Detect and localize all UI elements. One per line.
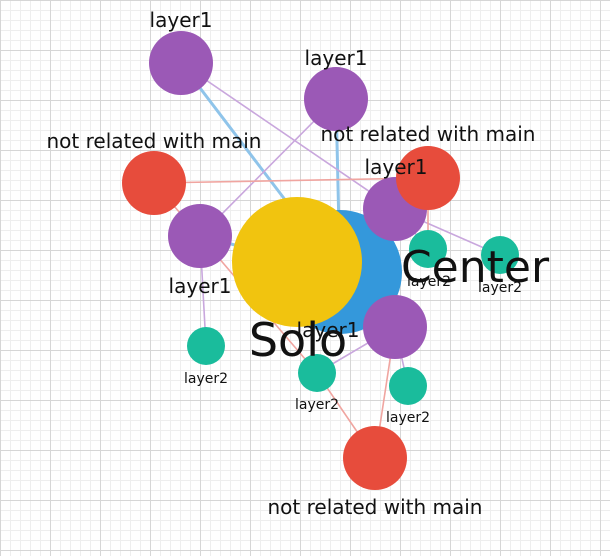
node-l2a[interactable] [409, 230, 447, 268]
node-l1d[interactable] [168, 204, 232, 268]
edge-l1a-l1c [180, 62, 396, 210]
edge-nr1-nr2 [153, 177, 429, 184]
node-label-l2c: layer2 [184, 371, 228, 387]
node-l2c[interactable] [187, 327, 225, 365]
node-label-nr1: not related with main [47, 129, 262, 153]
node-l2b[interactable] [481, 236, 519, 274]
node-l2e[interactable] [389, 367, 427, 405]
edge-l1b-l1d [199, 98, 337, 237]
node-label-l2a: layer2 [407, 274, 451, 290]
node-solo[interactable] [232, 197, 362, 327]
node-l1e[interactable] [363, 295, 427, 359]
node-label-l1a: layer1 [150, 8, 213, 32]
labels-layer: CenterSololayer1layer1layer1layer1layer1… [47, 8, 550, 519]
node-label-l1c: layer1 [365, 155, 428, 179]
node-l2d[interactable] [298, 354, 336, 392]
node-label-nr3: not related with main [268, 495, 483, 519]
node-label-nr2: not related with main [321, 122, 536, 146]
node-nr1[interactable] [122, 151, 186, 215]
node-l1a[interactable] [149, 31, 213, 95]
node-label-l1d: layer1 [169, 274, 232, 298]
node-label-l1e: layer1 [297, 318, 360, 342]
node-label-l1b: layer1 [305, 46, 368, 70]
node-label-solo: Solo [249, 313, 347, 367]
nodes-layer [122, 31, 519, 490]
node-label-l2e: layer2 [386, 410, 430, 426]
node-l1b[interactable] [304, 67, 368, 131]
node-label-l2b: layer2 [478, 280, 522, 296]
node-nr2[interactable] [396, 146, 460, 210]
node-label-l2d: layer2 [295, 397, 339, 413]
node-nr3[interactable] [343, 426, 407, 490]
node-label-center: Center [401, 242, 550, 293]
